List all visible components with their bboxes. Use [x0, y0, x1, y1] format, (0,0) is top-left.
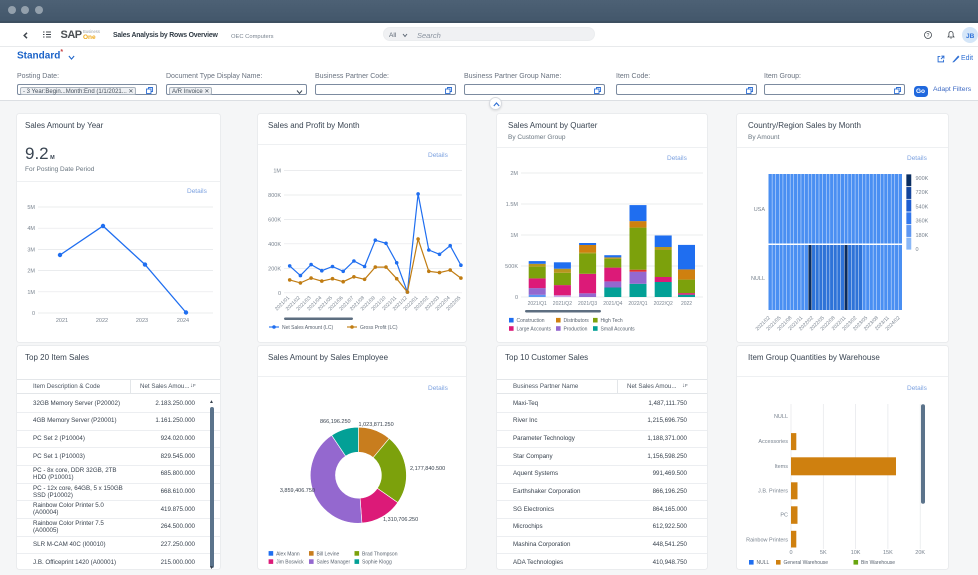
svg-text:1.5M: 1.5M — [506, 202, 519, 208]
svg-text:J.B. Printers: J.B. Printers — [758, 488, 788, 494]
svg-text:4M: 4M — [27, 226, 35, 232]
svg-text:0: 0 — [32, 311, 35, 317]
svg-text:NULL: NULL — [774, 414, 788, 420]
svg-text:Sophie Klogg: Sophie Klogg — [362, 559, 392, 565]
svg-text:Large Accounts: Large Accounts — [517, 326, 552, 332]
svg-text:Accessories: Accessories — [758, 439, 788, 445]
svg-text:Gross Profit (LC): Gross Profit (LC) — [360, 325, 398, 331]
svg-text:Net Sales Amount (LC): Net Sales Amount (LC) — [282, 325, 333, 331]
svg-text:3,859,406.750: 3,859,406.750 — [280, 488, 315, 494]
svg-text:5K: 5K — [820, 550, 827, 556]
svg-text:10K: 10K — [851, 550, 861, 556]
svg-text:800K: 800K — [268, 193, 281, 199]
svg-text:Distributors: Distributors — [564, 318, 590, 324]
svg-text:2022: 2022 — [681, 301, 692, 307]
svg-text:20K: 20K — [915, 550, 925, 556]
svg-text:0: 0 — [515, 295, 518, 301]
svg-text:Bin Warehouse: Bin Warehouse — [861, 560, 895, 566]
svg-text:2023: 2023 — [136, 318, 148, 324]
svg-text:2,177,840.500: 2,177,840.500 — [410, 466, 445, 472]
svg-text:0: 0 — [278, 291, 281, 297]
svg-text:866,196.250: 866,196.250 — [320, 419, 351, 425]
svg-text:Jim Boswick: Jim Boswick — [276, 559, 304, 565]
svg-text:2M: 2M — [510, 171, 518, 177]
svg-text:1M: 1M — [27, 290, 35, 296]
svg-text:15K: 15K — [883, 550, 893, 556]
svg-text:1M: 1M — [273, 169, 281, 175]
svg-text:2024: 2024 — [177, 318, 189, 324]
svg-text:2M: 2M — [27, 269, 35, 275]
svg-text:Bill Levine: Bill Levine — [317, 551, 340, 557]
svg-text:?: ? — [927, 33, 930, 39]
svg-text:NULL: NULL — [757, 560, 770, 566]
svg-text:1M: 1M — [510, 233, 518, 239]
svg-text:2022/Q2: 2022/Q2 — [654, 301, 673, 307]
svg-text:360K: 360K — [916, 219, 929, 225]
svg-text:General Warehouse: General Warehouse — [784, 560, 829, 566]
svg-text:1,310,706.250: 1,310,706.250 — [383, 517, 418, 523]
svg-text:Small Accounts: Small Accounts — [601, 326, 636, 332]
svg-text:PC: PC — [780, 512, 788, 518]
svg-text:2021: 2021 — [56, 318, 68, 324]
svg-text:200K: 200K — [268, 266, 281, 272]
svg-text:Construction: Construction — [517, 318, 545, 324]
svg-text:Sales Manager: Sales Manager — [317, 559, 351, 565]
svg-text:NULL: NULL — [751, 276, 765, 282]
svg-text:0: 0 — [916, 247, 919, 253]
svg-text:Production: Production — [564, 326, 588, 332]
svg-text:Items: Items — [775, 464, 789, 470]
svg-text:180K: 180K — [916, 233, 929, 239]
svg-text:Rainbow Printers: Rainbow Printers — [746, 537, 788, 543]
svg-text:2021/Q1: 2021/Q1 — [528, 301, 547, 307]
svg-text:720K: 720K — [916, 190, 929, 196]
svg-text:2021/Q3: 2021/Q3 — [578, 301, 597, 307]
svg-text:High Tech: High Tech — [601, 318, 623, 324]
svg-text:2022: 2022 — [96, 318, 108, 324]
svg-text:500K: 500K — [505, 264, 518, 270]
svg-text:Alex Mann: Alex Mann — [276, 551, 300, 557]
svg-text:5M: 5M — [27, 205, 35, 211]
svg-text:USA: USA — [754, 207, 766, 213]
svg-text:0: 0 — [789, 550, 792, 556]
svg-text:Brad Thompson: Brad Thompson — [362, 551, 398, 557]
svg-text:2021/Q4: 2021/Q4 — [603, 301, 622, 307]
svg-text:900K: 900K — [916, 176, 929, 182]
svg-text:2021/Q2: 2021/Q2 — [553, 301, 572, 307]
svg-text:400K: 400K — [268, 242, 281, 248]
svg-text:600K: 600K — [268, 217, 281, 223]
svg-text:3M: 3M — [27, 247, 35, 253]
svg-text:1,023,871.250: 1,023,871.250 — [359, 422, 394, 428]
svg-text:2022/Q1: 2022/Q1 — [628, 301, 647, 307]
svg-text:540K: 540K — [916, 204, 929, 210]
